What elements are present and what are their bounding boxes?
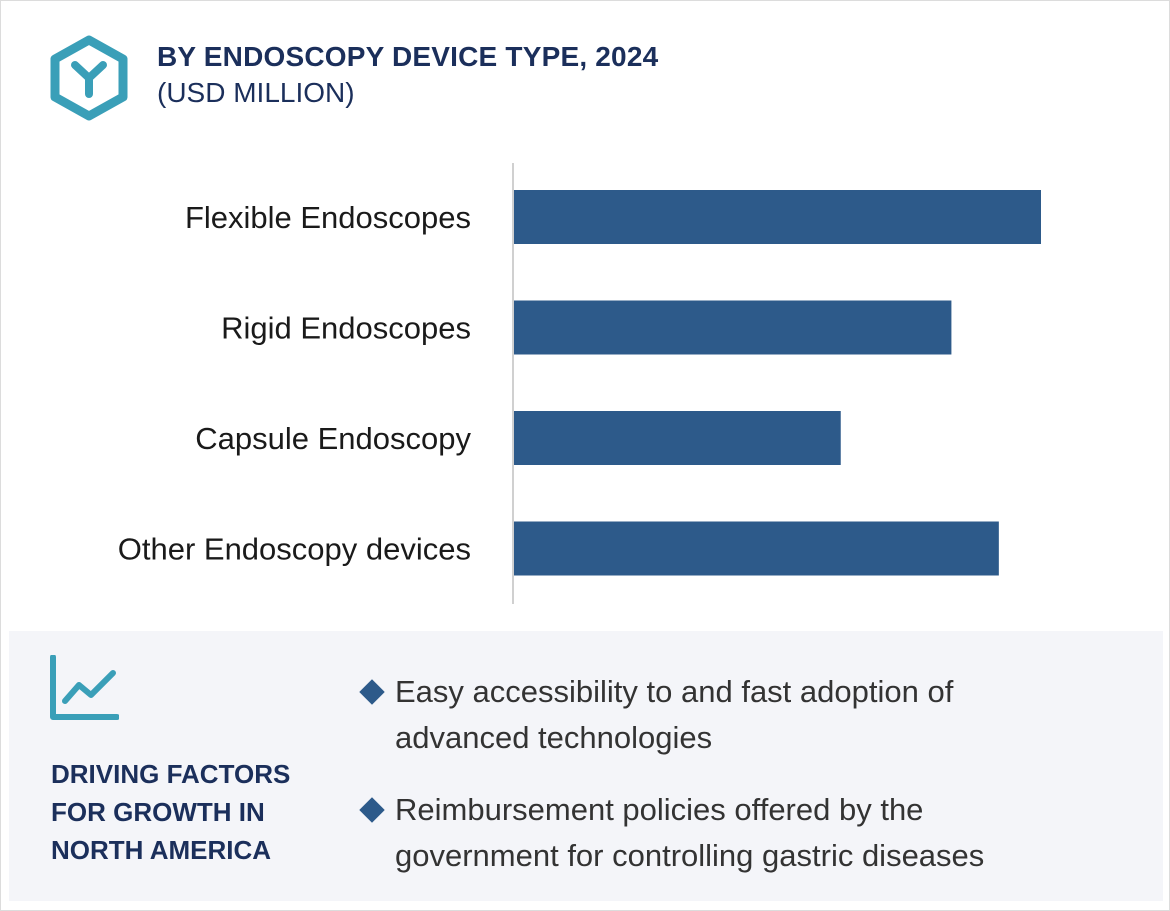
category-label: Other Endoscopy devices xyxy=(118,532,471,567)
driving-factors-list: Easy accessibility to and fast adoption … xyxy=(359,669,1149,905)
bar xyxy=(514,521,999,576)
hexagon-y-icon xyxy=(50,35,128,121)
bar-chart: Flexible Endoscopes Rigid Endoscopes Capsu… xyxy=(118,163,1041,604)
bullet-text-line: advanced technologies xyxy=(395,720,713,755)
chart-header: BY ENDOSCOPY DEVICE TYPE, 2024 (USD MILL… xyxy=(49,35,1049,125)
bullet-text-line: Easy accessibility to and fast adoption … xyxy=(395,674,954,709)
category-label: Flexible Endoscopes xyxy=(185,200,471,235)
chart-title: BY ENDOSCOPY DEVICE TYPE, 2024 xyxy=(157,41,659,72)
diamond-bullet-icon xyxy=(359,679,385,705)
driving-factors-title-line: DRIVING FACTORS xyxy=(51,759,291,789)
list-item: Reimbursement policies offered by the go… xyxy=(359,787,1149,879)
category-label: Rigid Endoscopes xyxy=(221,311,471,346)
driving-factors-panel: DRIVING FACTORS FOR GROWTH IN NORTH AMER… xyxy=(9,631,1163,901)
category-label: Capsule Endoscopy xyxy=(195,421,471,456)
driving-factors-title-line: FOR GROWTH IN xyxy=(51,797,265,827)
chart-subtitle: (USD MILLION) xyxy=(157,77,355,108)
driving-factors-title-line: NORTH AMERICA xyxy=(51,835,272,865)
bar xyxy=(514,411,841,465)
list-item: Easy accessibility to and fast adoption … xyxy=(359,669,1149,761)
line-chart-icon xyxy=(50,655,119,720)
diamond-bullet-icon xyxy=(359,797,385,823)
bar xyxy=(514,190,1041,244)
bullet-text-line: Reimbursement policies offered by the xyxy=(395,792,924,827)
bullet-text-line: government for controlling gastric disea… xyxy=(395,838,985,873)
bar xyxy=(514,300,952,355)
driving-factors-title: DRIVING FACTORS FOR GROWTH IN NORTH AMER… xyxy=(51,755,331,869)
